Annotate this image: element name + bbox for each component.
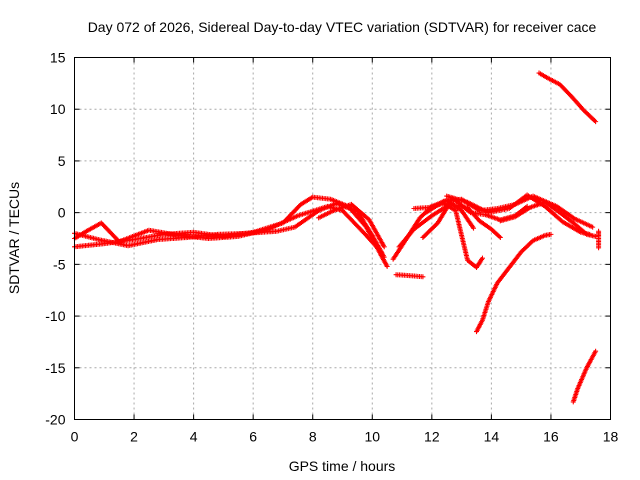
- data-point: [593, 119, 599, 125]
- y-tick-label: 10: [50, 101, 66, 117]
- series-arc-d: [316, 201, 387, 250]
- data-point: [479, 255, 485, 261]
- x-tick-label: 6: [249, 429, 257, 445]
- x-tick-label: 16: [543, 429, 559, 445]
- x-axis-label: GPS time / hours: [289, 458, 396, 474]
- data-point: [590, 224, 596, 230]
- data-point: [384, 263, 390, 269]
- data-point: [381, 254, 387, 260]
- series-stray: [596, 228, 602, 251]
- chart-title: Day 072 of 2026, Sidereal Day-to-day VTE…: [88, 19, 597, 35]
- y-tick-label: 5: [58, 153, 66, 169]
- data-point: [471, 225, 477, 231]
- y-tick-label: 0: [58, 205, 66, 221]
- data-point: [420, 274, 426, 280]
- x-tick-label: 8: [309, 429, 317, 445]
- x-tick-label: 10: [364, 429, 380, 445]
- series-arc-n: [536, 70, 599, 125]
- data-point: [496, 233, 502, 239]
- data-point: [497, 234, 503, 240]
- series-arc-f: [393, 272, 426, 280]
- x-tick-label: 0: [71, 429, 79, 445]
- y-axis-label: SDTVAR / TECUs: [6, 182, 22, 294]
- x-tick-label: 4: [190, 429, 198, 445]
- x-tick-label: 2: [130, 429, 138, 445]
- series-arc-c: [72, 203, 384, 255]
- x-tick-label: 12: [424, 429, 440, 445]
- data-point: [593, 348, 599, 354]
- y-tick-label: -5: [53, 256, 66, 272]
- data-point: [596, 245, 602, 251]
- series-arc-o: [570, 348, 599, 405]
- plot-frame: [74, 57, 611, 420]
- data-points: [72, 70, 602, 405]
- y-tick-label: 15: [50, 50, 66, 66]
- y-tick-label: -15: [45, 360, 65, 376]
- x-tick-label: 14: [484, 429, 500, 445]
- y-tick-label: -10: [45, 308, 65, 324]
- axis-ticks: 0 2 4 6 8 10 12 14 16 18 -20 -15 -10 -5 0 5 10 15: [45, 50, 618, 445]
- series-arc-l: [474, 231, 554, 335]
- data-point: [548, 231, 554, 237]
- data-point: [378, 249, 384, 255]
- y-tick-label: -20: [45, 412, 65, 428]
- data-point: [381, 244, 387, 250]
- series-arc-m: [497, 199, 599, 239]
- x-tick-label: 18: [603, 429, 619, 445]
